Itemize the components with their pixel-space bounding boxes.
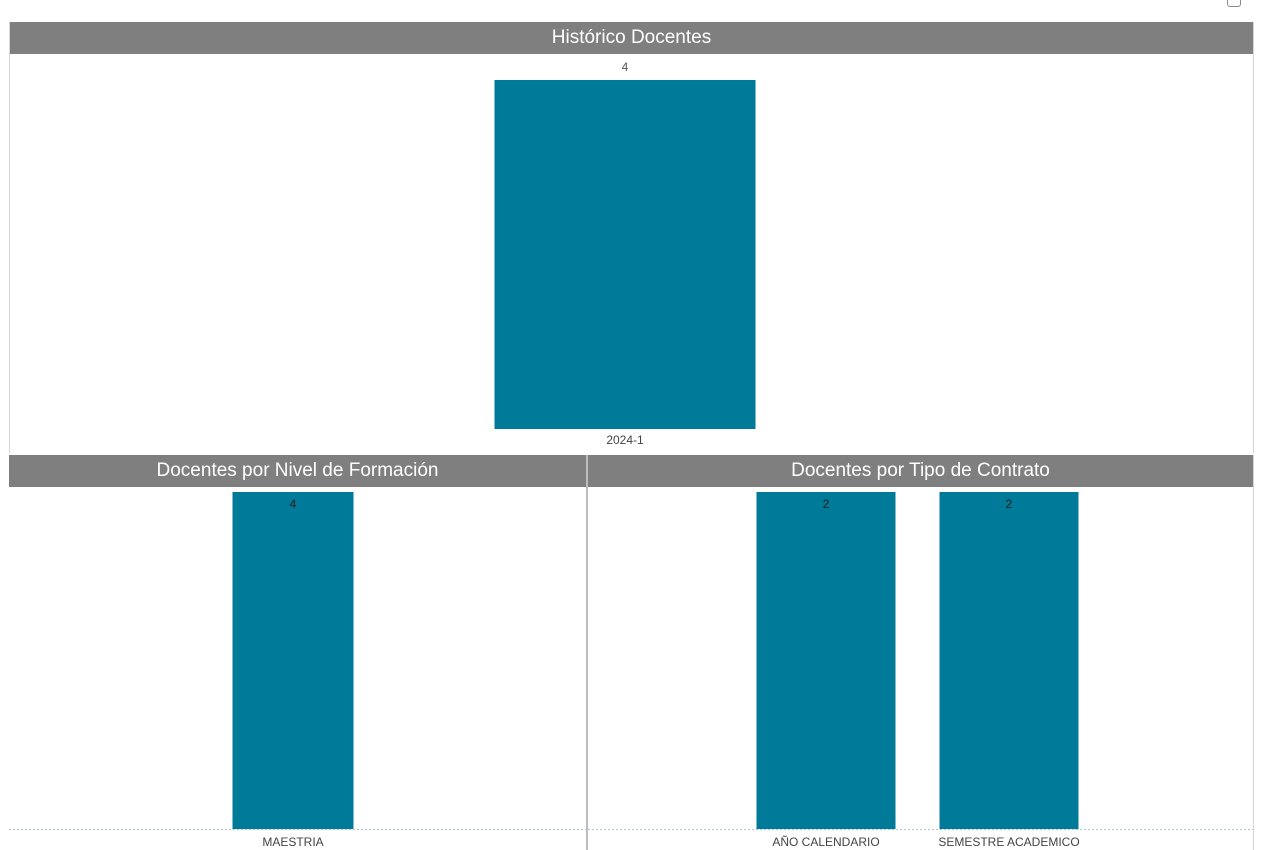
- panel-divider: [586, 455, 588, 850]
- chart-title: Histórico Docentes: [10, 22, 1253, 54]
- historico-docentes-chart: 4 2024-1: [494, 60, 756, 447]
- nivel-formacion-panel: Docentes por Nivel de Formación 4 MAESTRI…: [9, 455, 586, 850]
- category-label: AÑO CALENDARIO: [772, 835, 879, 849]
- historico-docentes-panel: Histórico Docentes 4 2024-1: [9, 22, 1254, 453]
- category-label: SEMESTRE ACADEMICO: [938, 835, 1079, 849]
- chart-title: Docentes por Nivel de Formación: [9, 455, 586, 487]
- category-label: 2024-1: [606, 433, 644, 447]
- historico-docentes-plot: 4 2024-1: [10, 54, 1253, 453]
- nivel-formacion-chart: 4 MAESTRIA: [9, 492, 586, 849]
- tipo-contrato-panel: Docentes por Tipo de Contrato 2 AÑO CALEN…: [588, 455, 1254, 850]
- category-label: MAESTRIA: [262, 835, 323, 849]
- expand-icon[interactable]: [1227, 0, 1241, 7]
- tipo-contrato-plot: 2 AÑO CALENDARIO 2 SEMESTRE ACADEMICO: [588, 487, 1253, 850]
- data-label: 2: [823, 497, 830, 511]
- chart-title: Docentes por Tipo de Contrato: [588, 455, 1253, 487]
- data-label: 4: [622, 60, 629, 74]
- nivel-formacion-plot: 4 MAESTRIA: [9, 487, 586, 850]
- data-label: 4: [290, 497, 297, 511]
- bar: [494, 80, 756, 429]
- bar: [232, 492, 354, 829]
- data-label: 2: [1006, 497, 1013, 511]
- bar: [756, 492, 896, 829]
- bar: [939, 492, 1079, 829]
- tipo-contrato-chart: 2 AÑO CALENDARIO 2 SEMESTRE ACADEMICO: [588, 492, 1253, 849]
